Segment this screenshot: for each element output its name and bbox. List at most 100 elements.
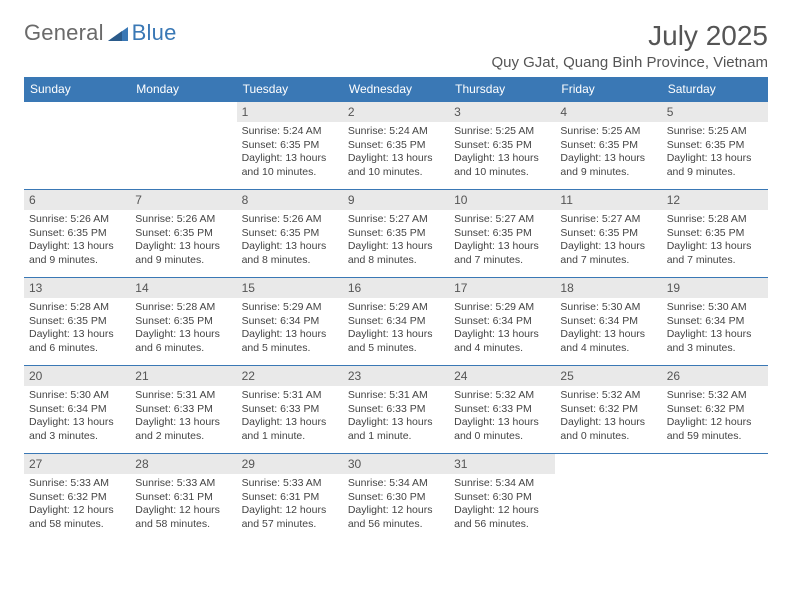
day-details: Sunrise: 5:27 AMSunset: 6:35 PMDaylight:… xyxy=(449,210,555,273)
calendar-day-cell: 25Sunrise: 5:32 AMSunset: 6:32 PMDayligh… xyxy=(555,366,661,454)
calendar-day-cell: 1Sunrise: 5:24 AMSunset: 6:35 PMDaylight… xyxy=(237,102,343,190)
day-details: Sunrise: 5:31 AMSunset: 6:33 PMDaylight:… xyxy=(343,386,449,449)
day-details: Sunrise: 5:33 AMSunset: 6:31 PMDaylight:… xyxy=(130,474,236,537)
day-number: 10 xyxy=(449,190,555,210)
weekday-header: Friday xyxy=(555,77,661,102)
day-details: Sunrise: 5:24 AMSunset: 6:35 PMDaylight:… xyxy=(237,122,343,185)
title-block: July 2025 Quy GJat, Quang Binh Province,… xyxy=(491,20,768,71)
page-header: General Blue July 2025 Quy GJat, Quang B… xyxy=(24,20,768,71)
brand-logo: General Blue xyxy=(24,20,177,46)
weekday-header: Sunday xyxy=(24,77,130,102)
day-number: 1 xyxy=(237,102,343,122)
day-details: Sunrise: 5:30 AMSunset: 6:34 PMDaylight:… xyxy=(24,386,130,449)
location-subtitle: Quy GJat, Quang Binh Province, Vietnam xyxy=(491,54,768,71)
day-number: 22 xyxy=(237,366,343,386)
weekday-header: Thursday xyxy=(449,77,555,102)
day-number: 20 xyxy=(24,366,130,386)
calendar-day-cell: 27Sunrise: 5:33 AMSunset: 6:32 PMDayligh… xyxy=(24,454,130,542)
day-details: Sunrise: 5:25 AMSunset: 6:35 PMDaylight:… xyxy=(662,122,768,185)
calendar-day-cell: 31Sunrise: 5:34 AMSunset: 6:30 PMDayligh… xyxy=(449,454,555,542)
calendar-week-row: 27Sunrise: 5:33 AMSunset: 6:32 PMDayligh… xyxy=(24,454,768,542)
day-number: 19 xyxy=(662,278,768,298)
day-number: 8 xyxy=(237,190,343,210)
day-details: Sunrise: 5:33 AMSunset: 6:32 PMDaylight:… xyxy=(24,474,130,537)
calendar-day-cell: 17Sunrise: 5:29 AMSunset: 6:34 PMDayligh… xyxy=(449,278,555,366)
day-details: Sunrise: 5:30 AMSunset: 6:34 PMDaylight:… xyxy=(555,298,661,361)
day-number: 4 xyxy=(555,102,661,122)
calendar-day-cell: 3Sunrise: 5:25 AMSunset: 6:35 PMDaylight… xyxy=(449,102,555,190)
calendar-day-cell: 23Sunrise: 5:31 AMSunset: 6:33 PMDayligh… xyxy=(343,366,449,454)
day-number: 3 xyxy=(449,102,555,122)
day-details: Sunrise: 5:30 AMSunset: 6:34 PMDaylight:… xyxy=(662,298,768,361)
calendar-header-row: SundayMondayTuesdayWednesdayThursdayFrid… xyxy=(24,77,768,102)
day-number: 23 xyxy=(343,366,449,386)
weekday-header: Tuesday xyxy=(237,77,343,102)
day-details: Sunrise: 5:34 AMSunset: 6:30 PMDaylight:… xyxy=(343,474,449,537)
day-details: Sunrise: 5:29 AMSunset: 6:34 PMDaylight:… xyxy=(237,298,343,361)
calendar-day-cell: .. xyxy=(130,102,236,190)
day-number: 28 xyxy=(130,454,236,474)
calendar-day-cell: 28Sunrise: 5:33 AMSunset: 6:31 PMDayligh… xyxy=(130,454,236,542)
calendar-week-row: 20Sunrise: 5:30 AMSunset: 6:34 PMDayligh… xyxy=(24,366,768,454)
calendar-day-cell: 18Sunrise: 5:30 AMSunset: 6:34 PMDayligh… xyxy=(555,278,661,366)
calendar-day-cell: .. xyxy=(24,102,130,190)
day-details: Sunrise: 5:31 AMSunset: 6:33 PMDaylight:… xyxy=(130,386,236,449)
day-number: 9 xyxy=(343,190,449,210)
calendar-day-cell: 19Sunrise: 5:30 AMSunset: 6:34 PMDayligh… xyxy=(662,278,768,366)
day-number: 12 xyxy=(662,190,768,210)
calendar-day-cell: 16Sunrise: 5:29 AMSunset: 6:34 PMDayligh… xyxy=(343,278,449,366)
day-number: 5 xyxy=(662,102,768,122)
day-number: 13 xyxy=(24,278,130,298)
day-details: Sunrise: 5:32 AMSunset: 6:32 PMDaylight:… xyxy=(555,386,661,449)
day-details: Sunrise: 5:26 AMSunset: 6:35 PMDaylight:… xyxy=(130,210,236,273)
day-number: 17 xyxy=(449,278,555,298)
weekday-header: Monday xyxy=(130,77,236,102)
calendar-week-row: 13Sunrise: 5:28 AMSunset: 6:35 PMDayligh… xyxy=(24,278,768,366)
calendar-body: ....1Sunrise: 5:24 AMSunset: 6:35 PMDayl… xyxy=(24,102,768,542)
day-number: 7 xyxy=(130,190,236,210)
calendar-day-cell: 29Sunrise: 5:33 AMSunset: 6:31 PMDayligh… xyxy=(237,454,343,542)
day-details: Sunrise: 5:24 AMSunset: 6:35 PMDaylight:… xyxy=(343,122,449,185)
day-details: Sunrise: 5:33 AMSunset: 6:31 PMDaylight:… xyxy=(237,474,343,537)
calendar-week-row: ....1Sunrise: 5:24 AMSunset: 6:35 PMDayl… xyxy=(24,102,768,190)
day-details: Sunrise: 5:28 AMSunset: 6:35 PMDaylight:… xyxy=(662,210,768,273)
day-details: Sunrise: 5:27 AMSunset: 6:35 PMDaylight:… xyxy=(343,210,449,273)
day-details: Sunrise: 5:26 AMSunset: 6:35 PMDaylight:… xyxy=(24,210,130,273)
day-number: 31 xyxy=(449,454,555,474)
day-number: 11 xyxy=(555,190,661,210)
calendar-day-cell: 13Sunrise: 5:28 AMSunset: 6:35 PMDayligh… xyxy=(24,278,130,366)
weekday-header: Saturday xyxy=(662,77,768,102)
day-details: Sunrise: 5:32 AMSunset: 6:33 PMDaylight:… xyxy=(449,386,555,449)
month-title: July 2025 xyxy=(491,20,768,52)
day-details: Sunrise: 5:29 AMSunset: 6:34 PMDaylight:… xyxy=(343,298,449,361)
calendar-day-cell: 9Sunrise: 5:27 AMSunset: 6:35 PMDaylight… xyxy=(343,190,449,278)
calendar-day-cell: 22Sunrise: 5:31 AMSunset: 6:33 PMDayligh… xyxy=(237,366,343,454)
day-number: 14 xyxy=(130,278,236,298)
calendar-day-cell: 20Sunrise: 5:30 AMSunset: 6:34 PMDayligh… xyxy=(24,366,130,454)
calendar-day-cell: 10Sunrise: 5:27 AMSunset: 6:35 PMDayligh… xyxy=(449,190,555,278)
brand-part1: General xyxy=(24,20,104,46)
calendar-day-cell: 4Sunrise: 5:25 AMSunset: 6:35 PMDaylight… xyxy=(555,102,661,190)
calendar-day-cell: 2Sunrise: 5:24 AMSunset: 6:35 PMDaylight… xyxy=(343,102,449,190)
calendar-day-cell: .. xyxy=(555,454,661,542)
weekday-header: Wednesday xyxy=(343,77,449,102)
calendar-day-cell: 15Sunrise: 5:29 AMSunset: 6:34 PMDayligh… xyxy=(237,278,343,366)
calendar-day-cell: 12Sunrise: 5:28 AMSunset: 6:35 PMDayligh… xyxy=(662,190,768,278)
day-number: 18 xyxy=(555,278,661,298)
calendar-page: General Blue July 2025 Quy GJat, Quang B… xyxy=(0,0,792,558)
day-details: Sunrise: 5:34 AMSunset: 6:30 PMDaylight:… xyxy=(449,474,555,537)
calendar-day-cell: 24Sunrise: 5:32 AMSunset: 6:33 PMDayligh… xyxy=(449,366,555,454)
calendar-day-cell: 14Sunrise: 5:28 AMSunset: 6:35 PMDayligh… xyxy=(130,278,236,366)
day-number: 30 xyxy=(343,454,449,474)
calendar-day-cell: 7Sunrise: 5:26 AMSunset: 6:35 PMDaylight… xyxy=(130,190,236,278)
day-number: 21 xyxy=(130,366,236,386)
calendar-day-cell: .. xyxy=(662,454,768,542)
day-number: 15 xyxy=(237,278,343,298)
day-details: Sunrise: 5:32 AMSunset: 6:32 PMDaylight:… xyxy=(662,386,768,449)
calendar-day-cell: 11Sunrise: 5:27 AMSunset: 6:35 PMDayligh… xyxy=(555,190,661,278)
day-number: 27 xyxy=(24,454,130,474)
calendar-day-cell: 8Sunrise: 5:26 AMSunset: 6:35 PMDaylight… xyxy=(237,190,343,278)
calendar-table: SundayMondayTuesdayWednesdayThursdayFrid… xyxy=(24,77,768,542)
day-number: 29 xyxy=(237,454,343,474)
day-details: Sunrise: 5:28 AMSunset: 6:35 PMDaylight:… xyxy=(24,298,130,361)
